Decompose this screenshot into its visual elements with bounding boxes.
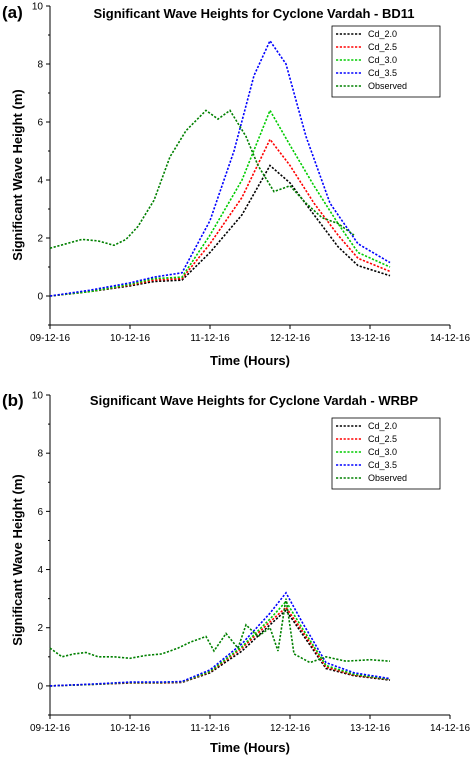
x-tick-label: 10-12-16: [110, 333, 150, 344]
x-tick-label: 09-12-16: [30, 333, 70, 344]
x-tick-label: 10-12-16: [110, 723, 150, 734]
y-tick-label: 8: [37, 449, 43, 460]
series-line-Cd_3.5: [49, 591, 391, 687]
chart-panel-b: (b) Significant Wave Heights for Cyclone…: [2, 391, 470, 756]
x-tick-label: 14-12-16: [430, 723, 470, 734]
y-tick-label: 6: [37, 507, 43, 518]
series-line-Cd_3.0: [49, 108, 391, 297]
y-tick-label: 6: [37, 118, 43, 129]
panel-label: (a): [2, 3, 23, 22]
x-tick-label: 09-12-16: [30, 723, 70, 734]
legend-entry: Cd_2.0: [368, 421, 397, 431]
chart-title: Significant Wave Heights for Cyclone Var…: [94, 6, 415, 21]
x-tick-label: 11-12-16: [190, 333, 230, 344]
x-tick-label: 12-12-16: [270, 723, 310, 734]
chart-title: Significant Wave Heights for Cyclone Var…: [90, 393, 419, 408]
plot-area: [49, 591, 391, 687]
y-tick-label: 8: [37, 60, 43, 71]
series-line-Observed: [49, 109, 355, 249]
x-tick-label: 11-12-16: [190, 723, 230, 734]
plot-area: [49, 39, 391, 297]
y-tick-label: 2: [37, 623, 43, 634]
x-tick-label: 13-12-16: [350, 333, 390, 344]
legend-box: [331, 25, 441, 98]
legend-entry: Observed: [368, 81, 407, 91]
y-axis-label: Significant Wave Height (m): [10, 89, 25, 260]
legend-entry: Cd_3.0: [368, 55, 397, 65]
legend-entry: Observed: [368, 473, 407, 483]
legend-entry: Cd_3.0: [368, 447, 397, 457]
y-tick-label: 2: [37, 234, 43, 245]
axes: 0 2 4 6 8 10 09-12-16 10-12-16 11-12-16 12-12-16 1…: [30, 2, 470, 345]
x-tick-label: 13-12-16: [350, 723, 390, 734]
x-axis-label: Time (Hours): [210, 353, 290, 368]
x-axis-label: Time (Hours): [210, 740, 290, 755]
axes: 0 2 4 6 8 10 09-12-16 10-12-16 11-12-16 12-12-16 1…: [30, 391, 470, 735]
y-tick-label: 4: [37, 565, 43, 576]
series-line-Cd_2.5: [49, 137, 391, 297]
chart-panel-a: (a) Significant Wave Heights for Cyclone…: [2, 2, 470, 369]
legend: Cd_2.0 Cd_2.5 Cd_3.0 Cd_3.5 Observed: [331, 417, 441, 490]
legend-box: [331, 417, 441, 490]
y-tick-label: 0: [37, 292, 43, 303]
y-tick-label: 4: [37, 176, 43, 187]
panel-label: (b): [2, 391, 24, 410]
series-line-Cd_3.5: [49, 39, 391, 297]
series-line-Cd_2.5: [49, 606, 391, 687]
x-tick-label: 14-12-16: [430, 333, 470, 344]
legend-entry: Cd_2.5: [368, 42, 397, 52]
y-tick-label: 0: [37, 681, 43, 692]
series-line-Observed: [49, 598, 391, 664]
legend-entry: Cd_3.5: [368, 68, 397, 78]
series-line-Cd_2.0: [49, 609, 391, 687]
legend-entry: Cd_2.0: [368, 29, 397, 39]
series-line-Cd_3.0: [49, 600, 391, 687]
y-tick-label: 10: [32, 2, 44, 13]
legend-entry: Cd_3.5: [368, 460, 397, 470]
y-axis-label: Significant Wave Height (m): [10, 474, 25, 645]
series-line-Cd_2.0: [49, 164, 391, 297]
x-tick-label: 12-12-16: [270, 333, 310, 344]
legend: Cd_2.0 Cd_2.5 Cd_3.0 Cd_3.5 Observed: [331, 25, 441, 98]
legend-entry: Cd_2.5: [368, 434, 397, 444]
y-tick-label: 10: [32, 391, 44, 402]
